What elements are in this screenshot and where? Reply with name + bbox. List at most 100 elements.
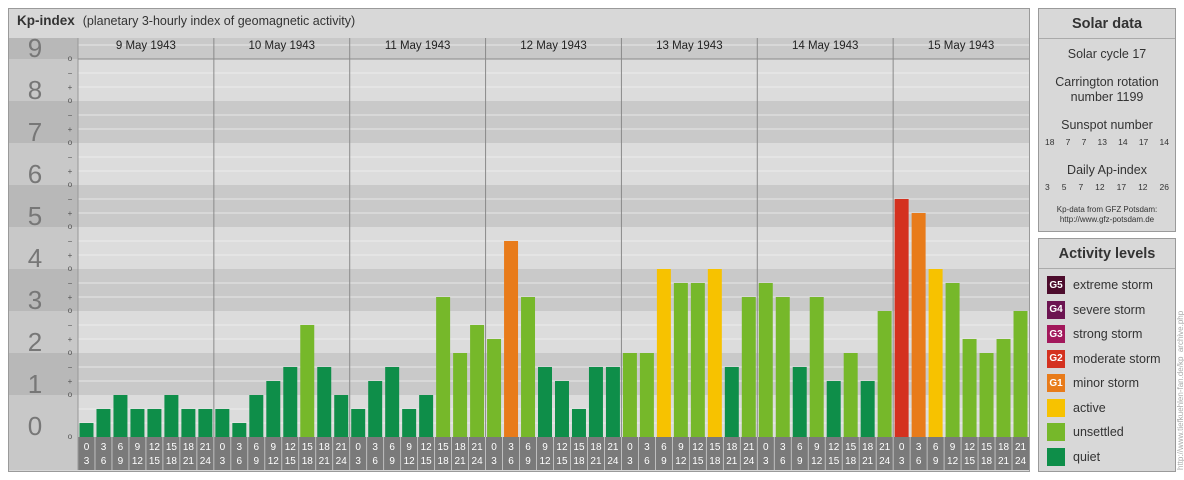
interval-end-label: 12: [811, 456, 823, 467]
kp-bar: [775, 297, 790, 437]
watermark: http://www.tiefkuehlen-fan.de/kp_archive…: [1176, 310, 1184, 470]
interval-end-label: 12: [539, 456, 551, 467]
legend-item-moderate-storm: G2 moderate storm: [1047, 349, 1161, 369]
interval-end-label: 15: [421, 456, 433, 467]
interval-end-label: 12: [675, 456, 687, 467]
interval-end-label: 15: [828, 456, 840, 467]
y-band: [78, 59, 1029, 101]
interval-end-label: 3: [220, 456, 226, 467]
ap-value: 17: [1116, 182, 1127, 192]
interval-end-label: 24: [743, 456, 755, 467]
legend-label: unsettled: [1073, 425, 1124, 439]
y-tick-label: 3: [28, 285, 42, 315]
interval-end-label: 18: [438, 456, 450, 467]
interval-start-label: 3: [372, 442, 378, 453]
legend-item-minor-storm: G1 minor storm: [1047, 373, 1139, 393]
kp-bar: [1013, 311, 1028, 437]
interval-end-label: 9: [389, 456, 395, 467]
interval-start-label: 21: [336, 442, 348, 453]
interval-end-label: 21: [726, 456, 738, 467]
solar-data-panel: Solar data Solar cycle 17 Carrington rot…: [1038, 8, 1176, 232]
y-band-label-bg: [9, 38, 78, 59]
kp-bar: [945, 282, 960, 437]
y-band-label-bg: [9, 59, 78, 101]
kp-bar: [962, 339, 977, 437]
interval-start-label: 9: [135, 442, 141, 453]
y-minor-label: +: [68, 125, 73, 134]
y-minor-label: o: [68, 138, 73, 147]
interval-end-label: 18: [302, 456, 314, 467]
interval-end-label: 3: [491, 456, 497, 467]
sunspot-value: 7: [1065, 137, 1071, 147]
y-band-label-bg: [9, 143, 78, 185]
ap-title: Daily Ap-index: [1067, 163, 1147, 177]
legend-swatch: [1047, 398, 1065, 417]
ap-value: 5: [1061, 182, 1067, 192]
kp-bar: [690, 282, 705, 437]
interval-end-label: 6: [372, 456, 378, 467]
interval-end-label: 24: [336, 456, 348, 467]
y-band: [78, 185, 1029, 227]
legend-swatch: G3: [1047, 325, 1065, 343]
kp-bar: [741, 297, 756, 437]
interval-start-label: 15: [981, 442, 993, 453]
interval-start-label: 6: [389, 442, 395, 453]
kp-bar: [792, 366, 807, 437]
solar-data-title: Solar data: [1039, 9, 1175, 39]
interval-end-label: 21: [590, 456, 602, 467]
interval-start-label: 6: [797, 442, 803, 453]
interval-start-label: 12: [964, 442, 976, 453]
interval-end-label: 6: [508, 456, 514, 467]
legend-label: active: [1073, 400, 1106, 415]
interval-start-label: 18: [455, 442, 467, 453]
y-band-label-bg: [9, 269, 78, 311]
kp-bar: [504, 240, 519, 437]
y-minor-label: −: [68, 363, 73, 372]
interval-end-label: 18: [573, 456, 585, 467]
interval-end-label: 3: [763, 456, 769, 467]
interval-end-label: 6: [237, 456, 243, 467]
kp-chart-panel: Kp-index (planetary 3-hourly index of geo…: [8, 8, 1030, 472]
sunspot-title: Sunspot number: [1061, 118, 1153, 132]
legend-label: strong storm: [1073, 327, 1143, 341]
sunspot-value: 18: [1045, 137, 1055, 147]
interval-end-label: 21: [183, 456, 195, 467]
legend-swatch: G4: [1047, 300, 1065, 319]
interval-start-label: 18: [998, 442, 1010, 453]
interval-end-label: 3: [627, 456, 633, 467]
legend-swatch: [1047, 423, 1065, 441]
kp-bar: [911, 213, 926, 437]
y-minor-label: +: [68, 377, 73, 386]
kp-bar: [826, 381, 841, 437]
interval-start-label: 12: [692, 442, 704, 453]
interval-start-label: 15: [573, 442, 585, 453]
kp-bar: [453, 353, 468, 437]
kp-bar: [809, 297, 824, 437]
kp-bar: [283, 366, 298, 437]
kp-bar: [147, 408, 162, 437]
kp-bar: [130, 408, 145, 437]
y-minor-label: o: [68, 96, 73, 105]
kp-bar: [96, 408, 111, 437]
interval-start-label: 18: [862, 442, 874, 453]
interval-start-label: 9: [678, 442, 684, 453]
interval-start-label: 21: [879, 442, 891, 453]
kp-bar: [605, 366, 620, 437]
ap-value: 26: [1159, 182, 1169, 192]
interval-start-label: 3: [916, 442, 922, 453]
interval-start-label: 0: [491, 442, 497, 453]
interval-start-label: 12: [421, 442, 433, 453]
interval-start-label: 9: [271, 442, 277, 453]
kp-bar: [266, 381, 281, 437]
interval-start-label: 0: [84, 442, 90, 453]
y-tick-label: 9: [28, 38, 42, 63]
kp-bar: [215, 408, 230, 437]
y-band-label-bg: [9, 395, 78, 437]
day-label: 10 May 1943: [249, 40, 316, 52]
interval-start-label: 9: [814, 442, 820, 453]
y-minor-label: +: [68, 209, 73, 218]
legend-item-strong-storm: G3 strong storm: [1047, 324, 1142, 344]
interval-start-label: 21: [743, 442, 755, 453]
interval-end-label: 15: [149, 456, 161, 467]
legend-label: extreme storm: [1073, 278, 1153, 292]
